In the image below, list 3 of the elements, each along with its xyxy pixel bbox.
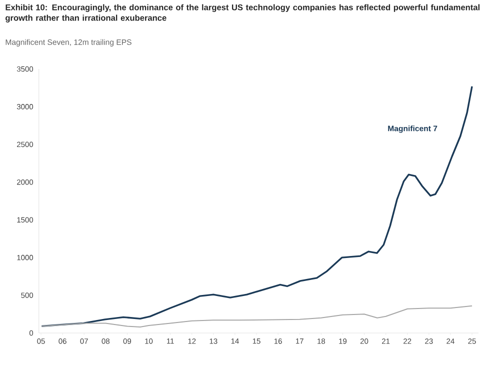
chart-title: Exhibit 10: Encouragingly, the dominance of the largest US technology companies has reflected powerful fundamental growth rather than irrational exuberance: [6, 4, 480, 22]
line-series: [40, 86, 473, 328]
line-series: [41, 305, 473, 328]
